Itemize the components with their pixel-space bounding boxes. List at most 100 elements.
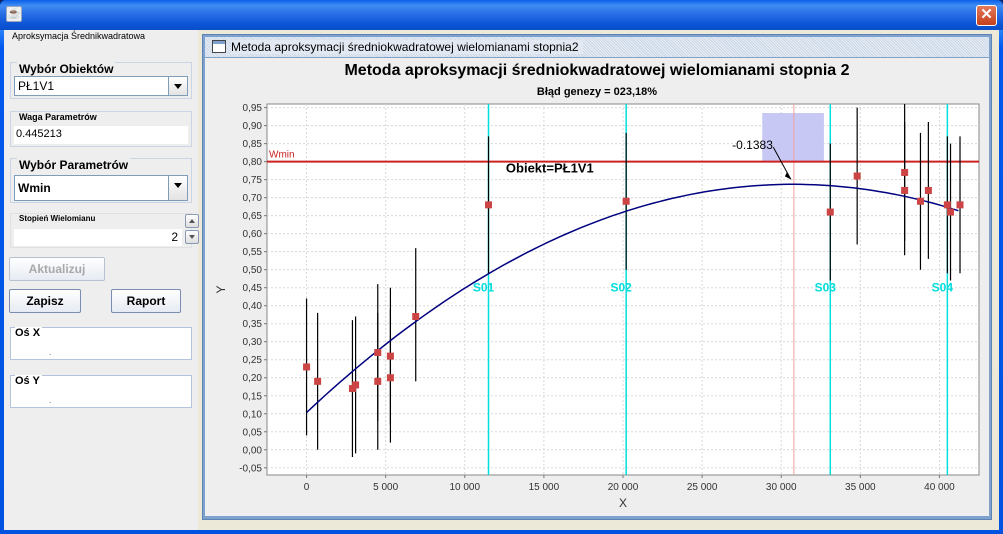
- y-tick-label: 0,65: [243, 211, 263, 222]
- data-point: [901, 168, 909, 176]
- data-point: [943, 201, 951, 209]
- close-button[interactable]: ✕: [976, 5, 997, 26]
- chart-subtitle: Błąd genezy = 023,18%: [536, 86, 658, 98]
- y-tick-label: 0,60: [243, 229, 263, 240]
- axis-x-label: Oś X: [15, 327, 43, 339]
- x-tick-label: 40 000: [924, 482, 955, 493]
- title-bar[interactable]: ☕ ✕: [0, 0, 1003, 30]
- y-tick-label: 0,25: [243, 355, 263, 366]
- spin-up-button[interactable]: [185, 214, 199, 228]
- internal-frame-title: Metoda aproksymacji średniokwadratowej w…: [231, 40, 583, 54]
- panel-title: Aproksymacja Średnikwadratowa: [12, 31, 146, 41]
- fit-curve: [306, 183, 959, 414]
- y-tick-label: -0,05: [239, 463, 262, 474]
- y-tick-label: 0,20: [243, 373, 263, 384]
- y-tick-label: 0,75: [243, 175, 263, 186]
- chart-svg: -0,05 0,00 0,05 0,10 0,15 0,20 0,25 0,30 0,35 0,4…: [214, 103, 980, 510]
- vertical-marker-label: S01: [473, 280, 495, 294]
- spin-down-button[interactable]: [185, 230, 199, 244]
- data-point: [901, 186, 909, 194]
- update-button[interactable]: Aktualizuj: [9, 257, 105, 281]
- object-label: Obiekt=PŁ1V1: [506, 160, 594, 175]
- data-point: [622, 197, 630, 205]
- x-tick-label: 5 000: [373, 482, 398, 493]
- x-tick-label: 25 000: [687, 482, 718, 493]
- x-axis-label: X: [619, 496, 627, 510]
- objects-group: Wybór Obiektów PŁ1V1: [10, 62, 192, 99]
- axis-y-value: .: [49, 396, 52, 405]
- y-tick-label: 0,00: [243, 445, 263, 456]
- y-tick-label: 0,35: [243, 319, 263, 330]
- y-tick-label: 0,45: [243, 283, 263, 294]
- data-point: [386, 352, 394, 360]
- threshold-label: Wmin: [269, 150, 295, 161]
- data-point: [314, 377, 322, 385]
- x-tick-label: 15 000: [529, 482, 560, 493]
- data-point: [374, 349, 382, 357]
- arrowhead-icon: [784, 172, 791, 180]
- chart-title: Metoda aproksymacji średniokwadratowej w…: [344, 62, 850, 79]
- chevron-down-icon[interactable]: [168, 77, 187, 95]
- axis-y-label: Oś Y: [15, 375, 42, 387]
- data-point: [348, 385, 356, 393]
- java-icon[interactable]: ☕: [6, 6, 22, 22]
- data-point: [386, 374, 394, 382]
- client-area: Aproksymacja Średnikwadratowa Wybór Obie…: [4, 30, 999, 530]
- report-button[interactable]: Raport: [111, 289, 181, 313]
- param-group: Wybór Parametrów Wmin: [10, 158, 192, 203]
- y-tick-label: 0,05: [243, 427, 263, 438]
- x-tick-label: 35 000: [845, 482, 876, 493]
- weight-group-label: Waga Parametrów: [17, 112, 99, 122]
- data-point: [485, 201, 493, 209]
- data-point: [924, 186, 932, 194]
- data-point: [853, 172, 861, 180]
- data-point: [826, 208, 834, 216]
- x-tick-label: 30 000: [766, 482, 797, 493]
- degree-spinner-field[interactable]: 2: [14, 229, 182, 246]
- x-tick-label: 0: [304, 482, 310, 493]
- y-tick-label: 0,10: [243, 409, 263, 420]
- window-icon: [212, 40, 226, 53]
- highlight-region: [762, 113, 824, 162]
- data-point: [956, 201, 964, 209]
- x-tick-label: 20 000: [608, 482, 639, 493]
- weight-field-value: 0.445213: [16, 128, 62, 140]
- data-point: [352, 381, 360, 389]
- vertical-marker-label: S02: [610, 280, 632, 294]
- param-combobox-value: Wmin: [18, 181, 51, 195]
- data-point: [374, 377, 382, 385]
- data-point: [947, 208, 955, 216]
- y-tick-label: 0,30: [243, 337, 263, 348]
- y-axis-label: Y: [214, 285, 228, 293]
- chevron-down-icon[interactable]: [168, 176, 187, 200]
- y-tick-label: 0,40: [243, 301, 263, 312]
- param-group-label: Wybór Parametrów: [17, 158, 131, 172]
- y-tick-label: 0,15: [243, 391, 263, 402]
- degree-group-label: Stopień Wielomianu: [17, 214, 98, 223]
- data-point: [303, 363, 311, 371]
- objects-group-label: Wybór Obiektów: [17, 62, 116, 76]
- y-tick-label: 0,70: [243, 193, 263, 204]
- degree-value: 2: [171, 230, 178, 244]
- weight-field[interactable]: 0.445213: [14, 126, 188, 144]
- axis-x-value: .: [49, 348, 52, 357]
- chart-area: Metoda aproksymacji średniokwadratowej w…: [205, 58, 989, 516]
- x-tick-label: 10 000: [449, 482, 480, 493]
- y-tick-label: 0,55: [243, 247, 263, 258]
- save-button[interactable]: Zapisz: [9, 289, 81, 313]
- axis-x-box[interactable]: Oś X .: [10, 327, 192, 360]
- internal-frame-title-bar[interactable]: Metoda aproksymacji średniokwadratowej w…: [205, 37, 989, 57]
- y-tick-label: 0,95: [243, 103, 263, 114]
- control-panel: Aproksymacja Średnikwadratowa Wybór Obie…: [4, 30, 199, 530]
- y-tick-label: 0,90: [243, 121, 263, 132]
- objects-combobox[interactable]: PŁ1V1: [14, 76, 188, 96]
- data-point: [916, 197, 924, 205]
- axis-y-box[interactable]: Oś Y .: [10, 375, 192, 408]
- param-combobox[interactable]: Wmin: [14, 175, 188, 201]
- y-tick-label: 0,80: [243, 157, 263, 168]
- annotation-text: -0.1383: [732, 138, 773, 152]
- y-tick-label: 0,85: [243, 139, 263, 150]
- chart-internal-frame: Metoda aproksymacji średniokwadratowej w…: [202, 34, 992, 520]
- y-tick-label: 0,50: [243, 265, 263, 276]
